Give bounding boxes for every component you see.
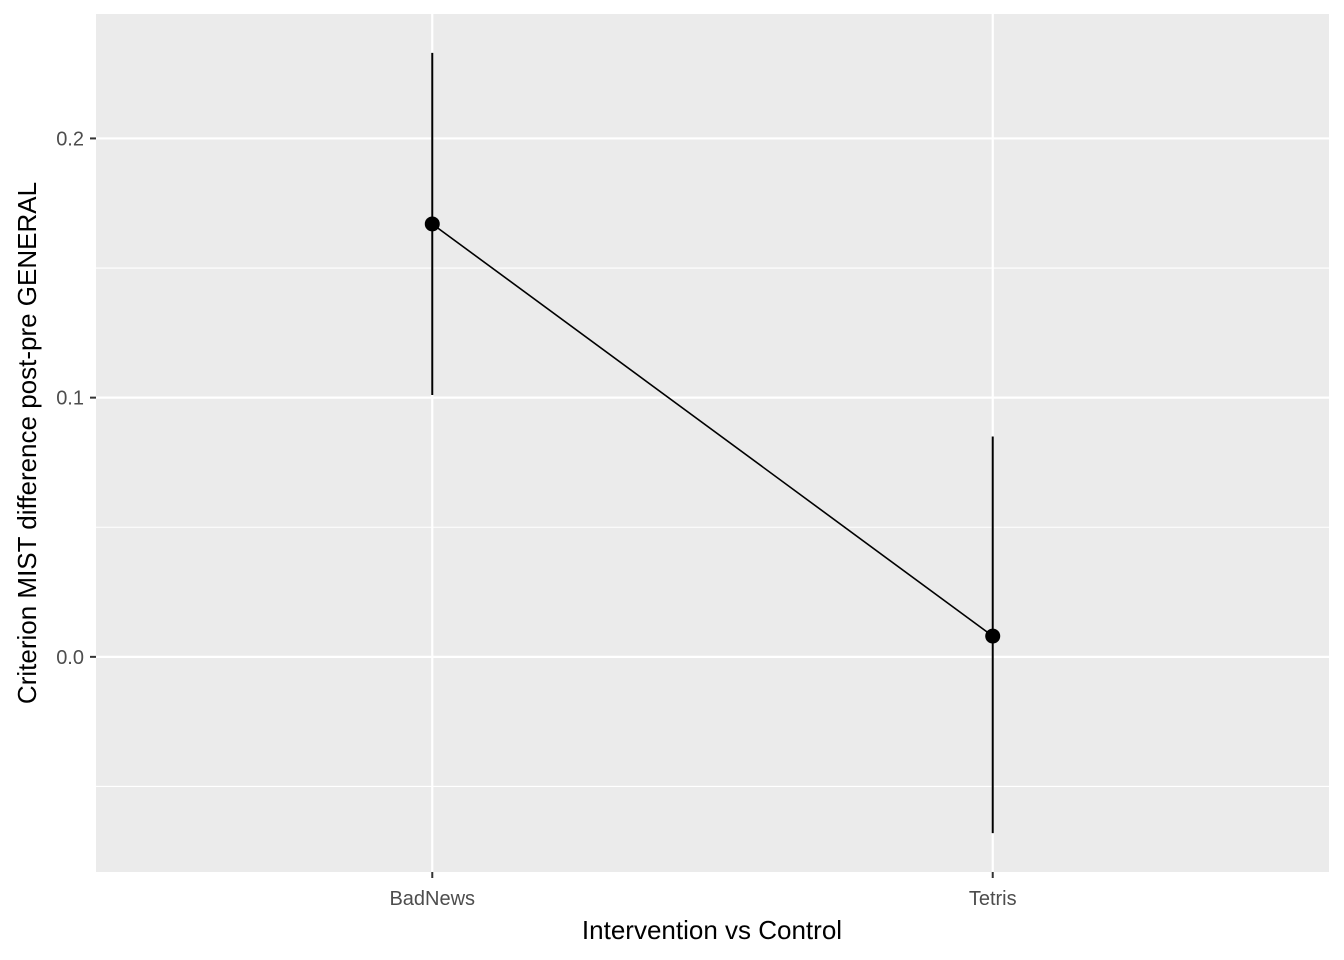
- x-axis-title: Intervention vs Control: [582, 915, 842, 945]
- series-line-estimate: [431, 223, 994, 637]
- plot-panel: [96, 14, 1329, 872]
- data-point-BadNews: [424, 216, 440, 232]
- x-tick-label-1: Tetris: [969, 888, 1017, 910]
- minor-gridlines: [96, 267, 1329, 788]
- y-tick-label-2: 0.2: [56, 128, 84, 150]
- y-tick-label-0: 0.0: [56, 647, 84, 669]
- x-tick-label-0: BadNews: [389, 888, 475, 910]
- y-tick-label-1: 0.1: [56, 388, 84, 410]
- x-axis: BadNews Tetris: [389, 872, 1017, 910]
- data-point-Tetris: [985, 628, 1001, 644]
- series-lines: [431, 223, 994, 637]
- data-points: [424, 216, 1001, 644]
- y-axis-title: Criterion MIST difference post-pre GENER…: [12, 182, 42, 704]
- y-axis: 0.0 0.1 0.2: [56, 128, 96, 669]
